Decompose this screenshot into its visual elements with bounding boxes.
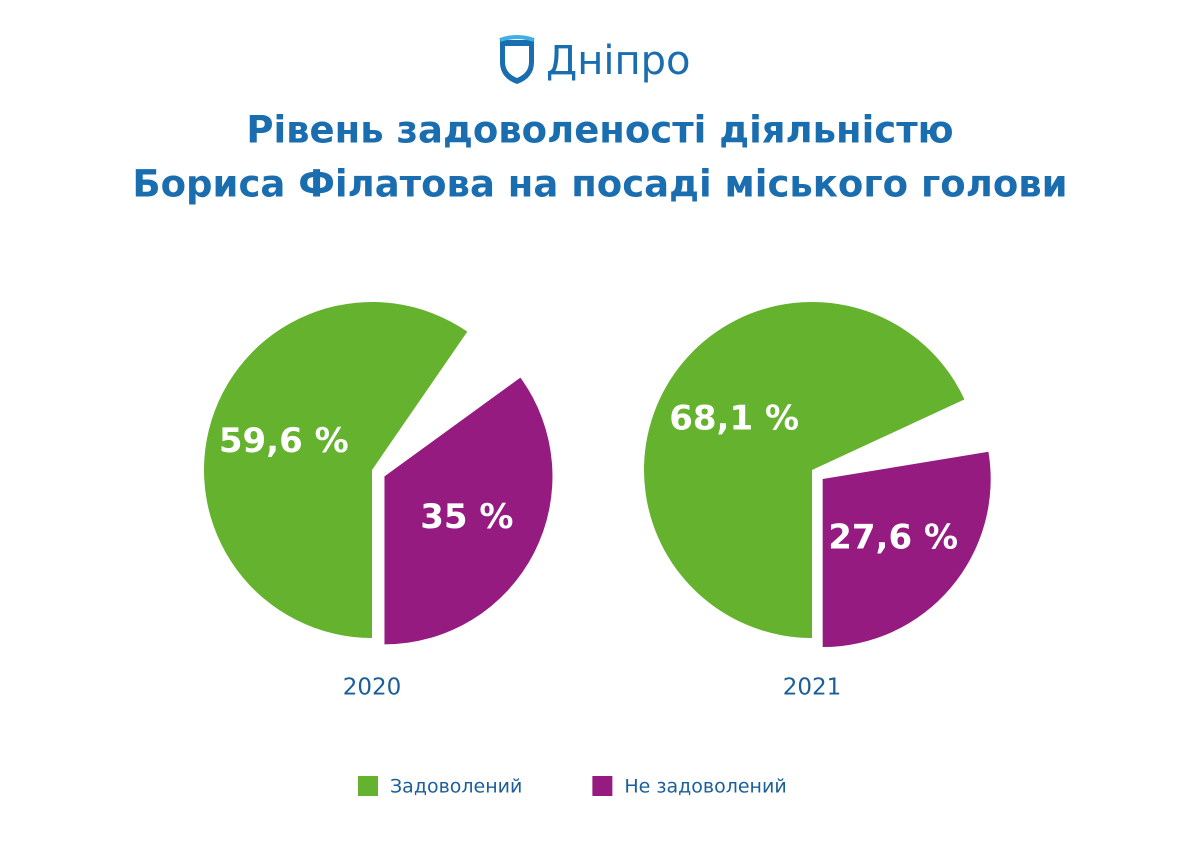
value-label: 68,1 % [669, 399, 799, 439]
title-line: Рівень задоволеності діяльністю [246, 109, 953, 152]
logo-wave [499, 35, 535, 42]
legend-label: Не задоволений [624, 776, 786, 798]
title-line: Бориса Філатова на посаді міського голов… [132, 163, 1067, 206]
value-label: 59,6 % [219, 421, 349, 461]
pie-year: 2021 [783, 675, 842, 701]
logo: Дніпро [499, 35, 691, 84]
pie-year: 2020 [343, 675, 402, 701]
value-label: 27,6 % [828, 517, 958, 557]
legend-swatch [592, 776, 613, 796]
pie-slice [204, 302, 468, 638]
pie-slice [822, 451, 991, 648]
legend-swatch [358, 776, 378, 796]
logo-shield [500, 40, 534, 84]
logo-text: Дніпро [546, 38, 691, 84]
legend-label: Задоволений [390, 776, 522, 798]
pie-slice [644, 302, 965, 638]
pie-slice [384, 377, 553, 645]
value-label: 35 % [420, 497, 513, 537]
